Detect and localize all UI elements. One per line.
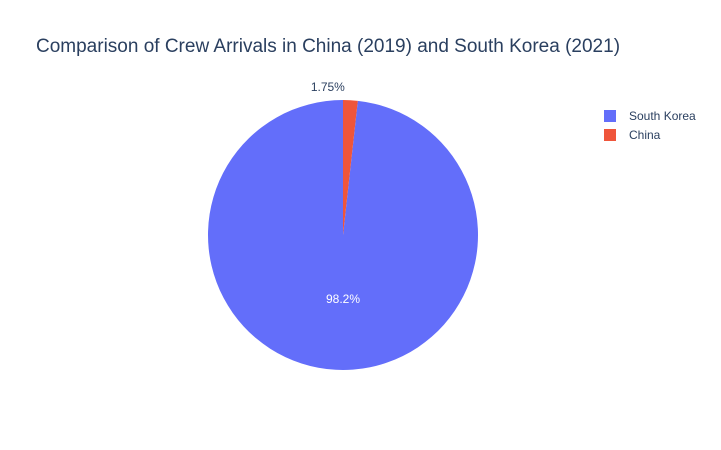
legend-label: South Korea: [629, 109, 696, 123]
pie-group: 98.2% 1.75%: [208, 80, 479, 370]
legend-item-china[interactable]: China: [604, 128, 661, 142]
legend-label: China: [629, 128, 661, 142]
slice-label-china: 1.75%: [311, 80, 345, 94]
pie-slice-china[interactable]: [343, 100, 358, 235]
slice-label-south-korea: 98.2%: [326, 292, 360, 306]
legend-item-south-korea[interactable]: South Korea: [604, 109, 696, 123]
legend-swatch: [604, 129, 616, 141]
legend-swatch: [604, 110, 616, 122]
chart-title: Comparison of Crew Arrivals in China (20…: [36, 36, 620, 57]
legend[interactable]: South Korea China: [604, 109, 696, 142]
